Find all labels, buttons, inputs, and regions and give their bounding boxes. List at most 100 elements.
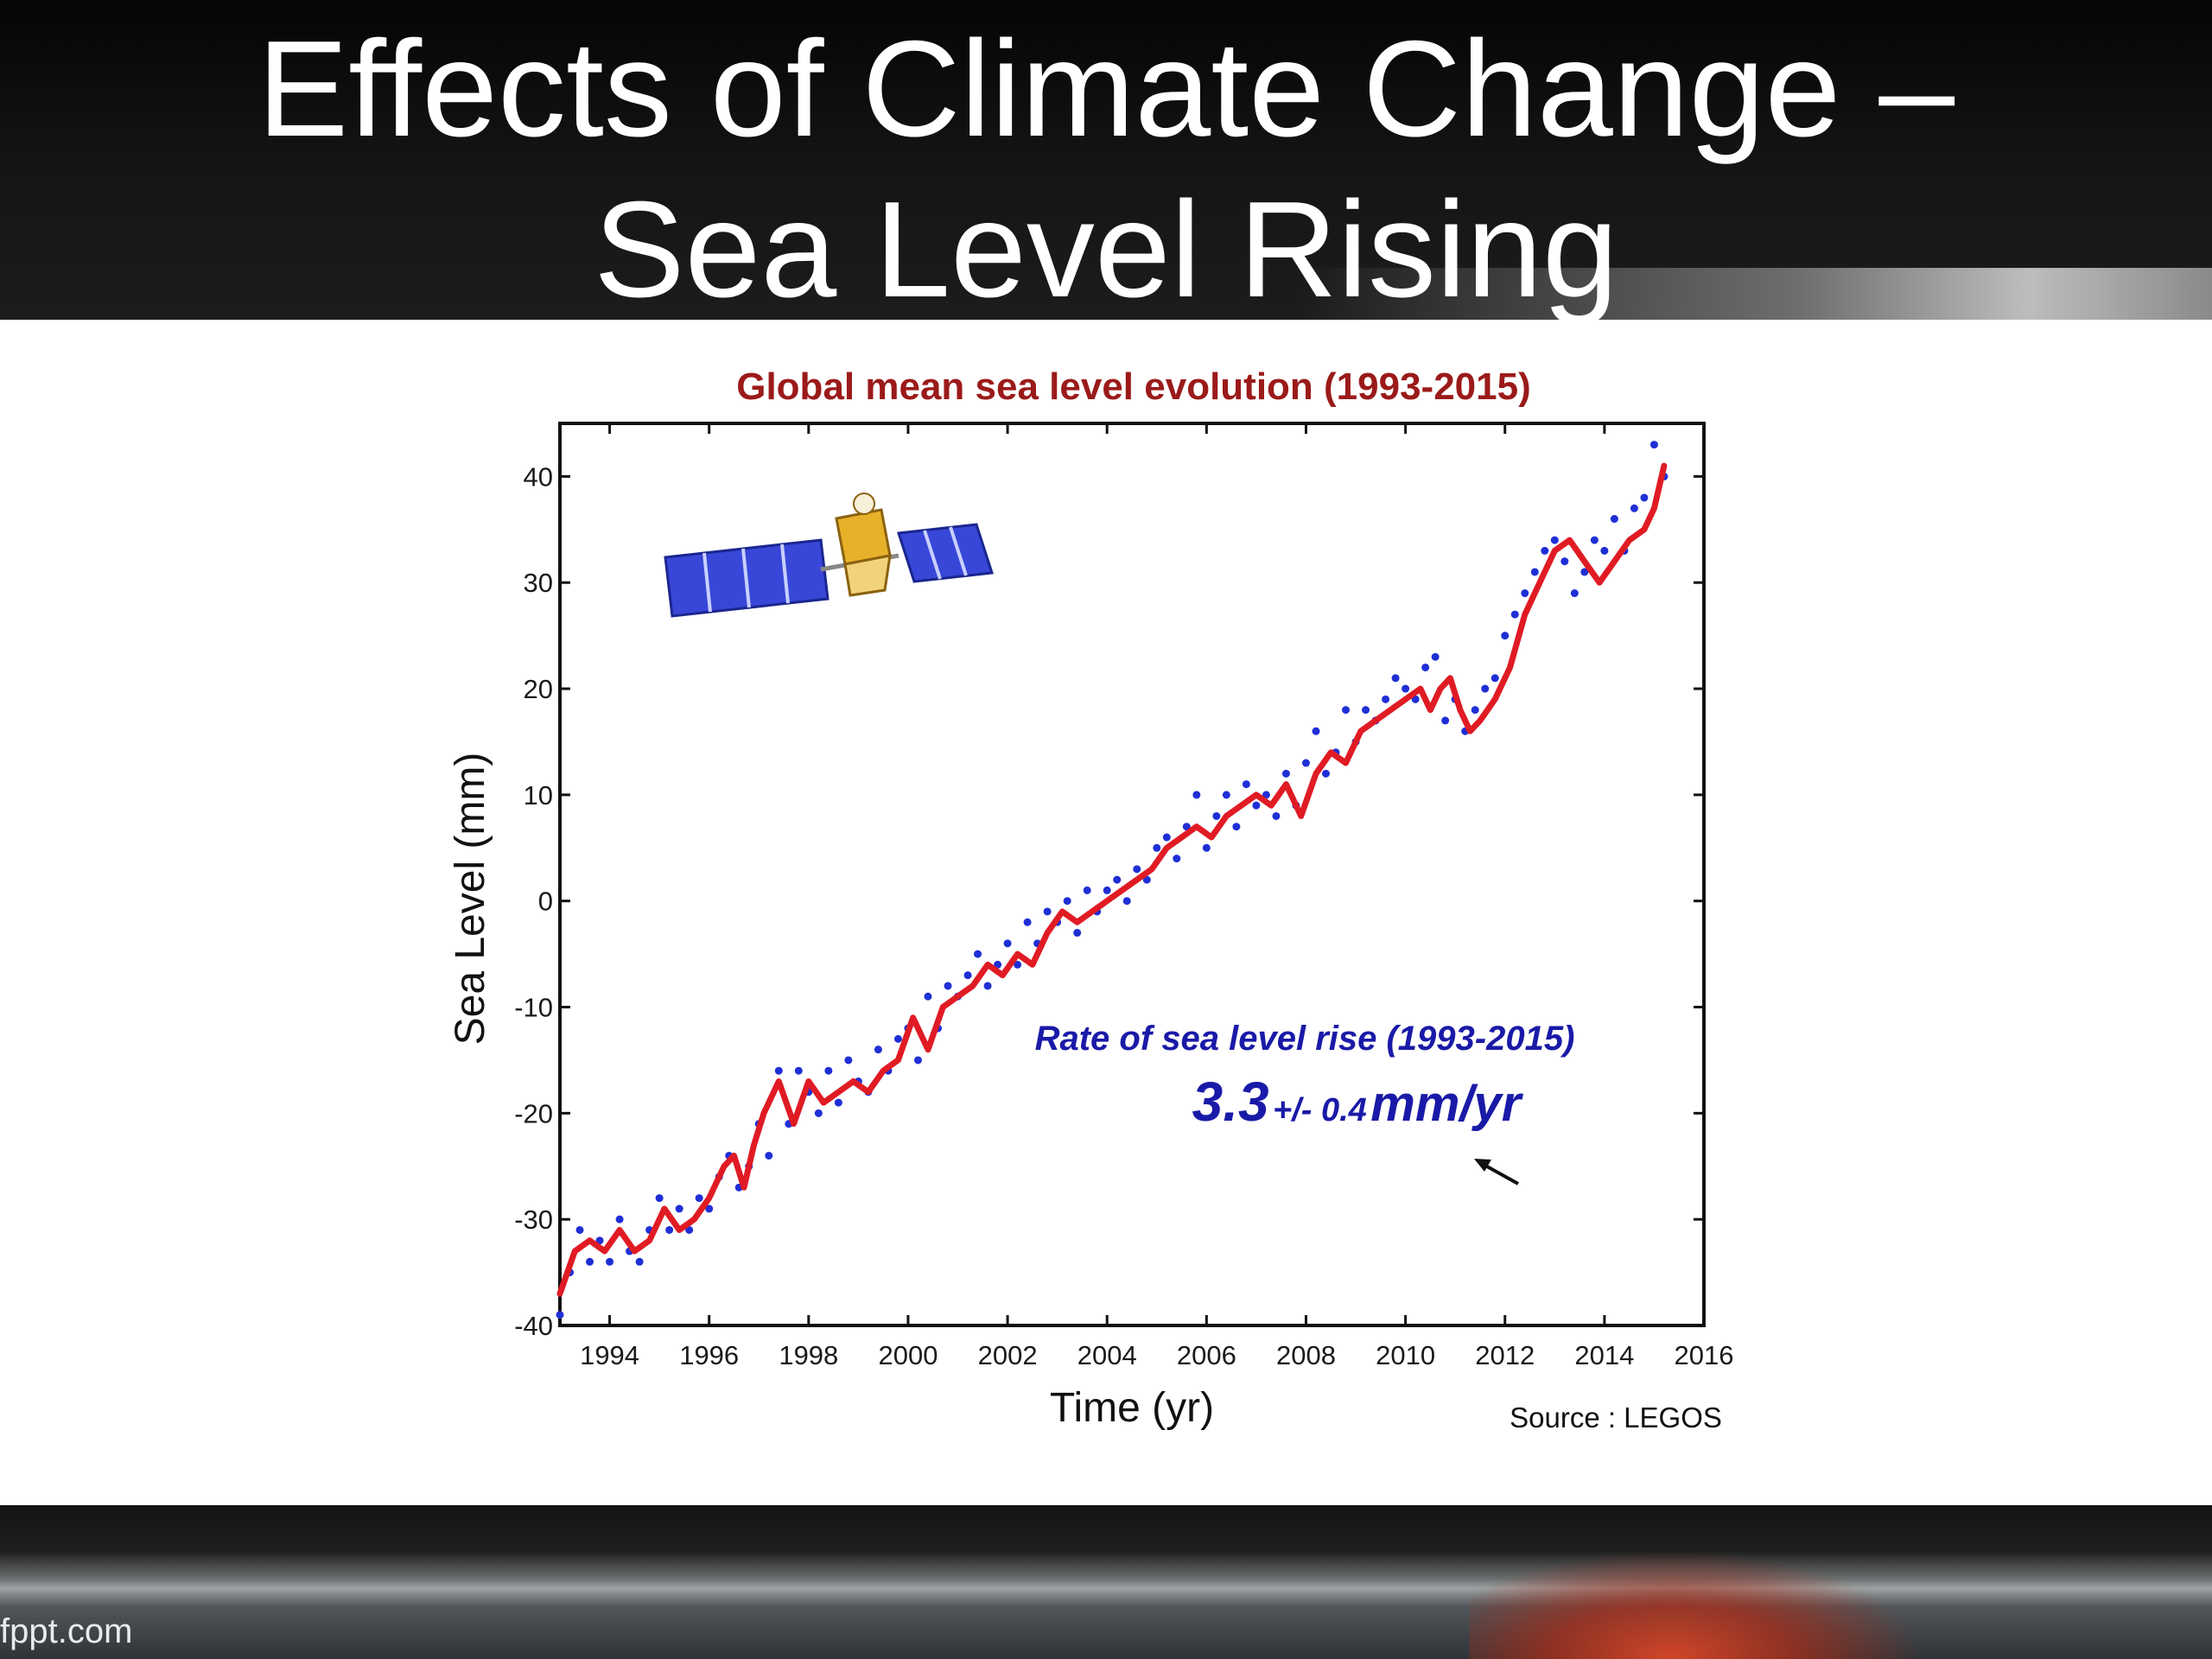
x-tick-labels: 1994 1996 1998 2000 2002 2004 2006 2008 2010 2012…	[580, 1340, 1733, 1370]
sea-level-point	[1312, 727, 1320, 735]
sea-level-point	[844, 1056, 853, 1065]
axis-ticks	[560, 423, 1706, 1327]
sea-level-point	[1281, 769, 1290, 778]
y-tick-labels: 40 30 20 10 0 -10 -20 -30 -40	[514, 461, 553, 1341]
slide-footer	[0, 1505, 2212, 1659]
sea-level-point	[1411, 695, 1420, 703]
sea-level-point	[924, 992, 932, 1001]
slide-title: Effects of Climate Change – Sea Level Ri…	[257, 13, 1955, 320]
sea-level-point	[1232, 823, 1241, 831]
x-tick-label: 2006	[1177, 1340, 1236, 1370]
source-note: Source : LEGOS	[1510, 1402, 1722, 1433]
x-tick-label: 2016	[1675, 1340, 1734, 1370]
sea-level-point	[1153, 843, 1161, 852]
sea-level-point	[974, 950, 982, 958]
sea-level-point	[794, 1066, 803, 1075]
sea-level-point	[1162, 833, 1171, 842]
sea-level-point	[695, 1194, 703, 1203]
sea-level-point	[1083, 886, 1091, 894]
sea-level-point	[983, 982, 992, 990]
y-tick-label: -40	[514, 1311, 553, 1341]
sea-level-point	[1003, 939, 1012, 948]
sea-level-point	[1113, 875, 1122, 884]
x-tick-label: 2004	[1077, 1340, 1137, 1370]
sea-level-point	[1560, 557, 1569, 566]
x-tick-label: 1998	[779, 1340, 838, 1370]
sea-level-point	[1301, 759, 1310, 767]
x-tick-label: 2014	[1574, 1340, 1634, 1370]
sea-level-point	[1590, 536, 1599, 544]
x-tick-label: 2002	[978, 1340, 1038, 1370]
sea-level-point	[575, 1225, 584, 1234]
sea-level-point	[1222, 791, 1230, 799]
sea-level-point	[655, 1194, 664, 1203]
sea-level-point	[615, 1215, 624, 1224]
sea-level-point	[1550, 536, 1559, 544]
header-highlight	[1296, 268, 2212, 320]
x-tick-label: 1996	[679, 1340, 739, 1370]
x-tick-label: 2008	[1276, 1340, 1336, 1370]
rate-unit: mm/yr	[1370, 1076, 1524, 1132]
sea-level-point	[1570, 589, 1579, 598]
sea-level-point	[1501, 632, 1510, 640]
sea-level-point	[1530, 568, 1539, 576]
sea-level-point	[1182, 823, 1191, 831]
sea-level-point	[1192, 791, 1201, 799]
x-tick-label: 1994	[580, 1340, 639, 1370]
y-tick-label: 40	[524, 461, 553, 492]
sea-level-point	[1610, 515, 1618, 524]
sea-level-point	[913, 1056, 922, 1065]
sea-level-point	[1103, 886, 1111, 894]
sea-level-point	[774, 1066, 783, 1075]
y-tick-label: 30	[524, 568, 553, 598]
sea-level-point	[635, 1257, 644, 1266]
sea-level-point	[1014, 960, 1022, 969]
sea-level-point	[1441, 716, 1450, 725]
sea-level-point	[1510, 610, 1519, 619]
sea-level-point	[1362, 706, 1370, 715]
sea-level-point	[1043, 907, 1052, 916]
sea-level-point	[705, 1205, 714, 1213]
y-tick-label: 20	[524, 674, 553, 704]
sea-level-point	[606, 1257, 614, 1266]
sea-level-point	[814, 1109, 823, 1117]
sea-level-point	[824, 1066, 833, 1075]
sea-level-point	[944, 982, 952, 990]
rate-uncertainty: +/- 0.4	[1273, 1092, 1367, 1128]
y-tick-label: -30	[514, 1205, 553, 1235]
sea-level-point	[963, 971, 972, 980]
sea-level-point	[765, 1151, 773, 1160]
slide-header: Effects of Climate Change – Sea Level Ri…	[0, 0, 2212, 320]
sea-level-curve	[556, 462, 1668, 1297]
sea-level-point	[1481, 684, 1490, 693]
sea-level-point	[1382, 695, 1390, 703]
sea-level-point	[1342, 706, 1351, 715]
sea-level-point	[893, 1034, 902, 1043]
sea-level-point	[1491, 674, 1499, 683]
sea-level-point	[1242, 780, 1250, 789]
sea-level-point	[1600, 546, 1609, 555]
sea-level-point	[665, 1225, 674, 1234]
sea-level-point	[1142, 875, 1151, 884]
plot-frame	[558, 422, 1706, 1327]
sea-level-point	[1431, 652, 1440, 661]
sea-level-point	[1173, 855, 1181, 863]
sea-level-point	[834, 1098, 842, 1107]
footer-brand: fppt.com	[0, 1612, 133, 1650]
sea-level-point	[1580, 568, 1589, 576]
sea-level-point	[556, 1311, 564, 1319]
satellite-icon	[664, 493, 994, 618]
sea-level-point	[1521, 589, 1529, 598]
y-tick-label: 10	[524, 780, 553, 810]
y-tick-label: -10	[514, 993, 553, 1023]
sea-level-point	[1063, 897, 1071, 906]
y-tick-label: 0	[538, 887, 553, 917]
sea-level-point	[994, 960, 1002, 969]
sea-level-point	[1649, 441, 1658, 449]
sea-level-point	[1640, 493, 1649, 502]
footer-globe-image	[1469, 1553, 1918, 1659]
rate-annotation-value: 3.3 +/- 0.4 mm/yr	[1192, 1071, 1524, 1133]
sea-level-point	[874, 1046, 882, 1054]
x-axis-title: Time (yr)	[1050, 1385, 1214, 1431]
